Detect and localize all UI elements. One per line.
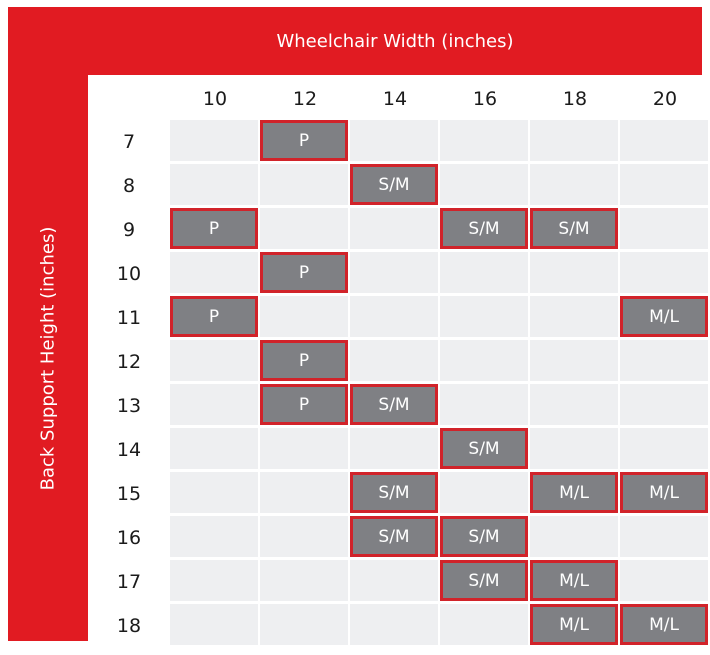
empty-cell: [260, 472, 348, 513]
size-cell: M/L: [530, 604, 618, 645]
row-header: 17: [116, 571, 142, 593]
empty-cell: [440, 164, 528, 205]
column-header: 16: [472, 88, 498, 110]
row-header: 7: [122, 131, 136, 153]
empty-cell: [170, 560, 258, 601]
empty-cell: [530, 296, 618, 337]
empty-cell: [620, 428, 708, 469]
empty-cell: [440, 296, 528, 337]
size-cell: P: [260, 384, 348, 425]
empty-cell: [440, 472, 528, 513]
empty-cell: [260, 428, 348, 469]
size-cell: S/M: [440, 516, 528, 557]
row-header: 15: [116, 483, 142, 505]
header-bar: [8, 7, 702, 75]
size-cell: M/L: [620, 472, 708, 513]
row-header: 9: [122, 219, 136, 241]
empty-cell: [350, 604, 438, 645]
empty-cell: [350, 208, 438, 249]
empty-cell: [530, 252, 618, 293]
empty-cell: [350, 252, 438, 293]
column-header: 12: [292, 88, 318, 110]
empty-cell: [170, 120, 258, 161]
empty-cell: [620, 208, 708, 249]
column-header: 10: [202, 88, 228, 110]
empty-cell: [170, 252, 258, 293]
size-cell: S/M: [350, 164, 438, 205]
size-cell: M/L: [530, 472, 618, 513]
empty-cell: [440, 604, 528, 645]
size-cell: S/M: [440, 208, 528, 249]
size-cell: S/M: [350, 472, 438, 513]
empty-cell: [530, 120, 618, 161]
empty-cell: [260, 164, 348, 205]
size-cell: M/L: [620, 604, 708, 645]
row-header: 12: [116, 351, 142, 373]
empty-cell: [440, 340, 528, 381]
size-cell: S/M: [350, 384, 438, 425]
empty-cell: [260, 208, 348, 249]
size-cell: M/L: [620, 296, 708, 337]
empty-cell: [260, 560, 348, 601]
row-header: 11: [116, 307, 142, 329]
empty-cell: [260, 296, 348, 337]
empty-cell: [440, 384, 528, 425]
empty-cell: [620, 120, 708, 161]
row-header: 18: [116, 615, 142, 637]
empty-cell: [440, 252, 528, 293]
empty-cell: [350, 120, 438, 161]
empty-cell: [170, 340, 258, 381]
empty-cell: [350, 340, 438, 381]
empty-cell: [620, 252, 708, 293]
empty-cell: [350, 296, 438, 337]
empty-cell: [530, 164, 618, 205]
empty-cell: [260, 604, 348, 645]
empty-cell: [170, 516, 258, 557]
empty-cell: [170, 428, 258, 469]
size-cell: S/M: [350, 516, 438, 557]
empty-cell: [170, 164, 258, 205]
empty-cell: [170, 604, 258, 645]
row-header: 8: [122, 175, 136, 197]
size-cell: S/M: [440, 560, 528, 601]
row-header: 16: [116, 527, 142, 549]
empty-cell: [620, 164, 708, 205]
column-header: 20: [652, 88, 678, 110]
row-header: 13: [116, 395, 142, 417]
empty-cell: [620, 560, 708, 601]
row-header: 10: [116, 263, 142, 285]
x-axis-title: Wheelchair Width (inches): [276, 30, 514, 52]
column-header: 18: [562, 88, 588, 110]
size-cell: M/L: [530, 560, 618, 601]
size-cell: P: [260, 120, 348, 161]
empty-cell: [620, 384, 708, 425]
size-cell: P: [170, 296, 258, 337]
side-bar: [8, 7, 88, 641]
empty-cell: [260, 516, 348, 557]
empty-cell: [530, 428, 618, 469]
empty-cell: [170, 384, 258, 425]
y-axis-title: Back Support Height (inches): [37, 226, 59, 490]
empty-cell: [170, 472, 258, 513]
empty-cell: [350, 560, 438, 601]
empty-cell: [440, 120, 528, 161]
size-cell: S/M: [440, 428, 528, 469]
size-cell: P: [170, 208, 258, 249]
empty-cell: [530, 340, 618, 381]
row-header: 14: [116, 439, 142, 461]
empty-cell: [620, 340, 708, 381]
empty-cell: [350, 428, 438, 469]
size-cell: S/M: [530, 208, 618, 249]
column-header: 14: [382, 88, 408, 110]
size-cell: P: [260, 252, 348, 293]
empty-cell: [530, 516, 618, 557]
size-cell: P: [260, 340, 348, 381]
empty-cell: [620, 516, 708, 557]
empty-cell: [530, 384, 618, 425]
y-axis-title-container: Back Support Height (inches): [8, 75, 88, 641]
